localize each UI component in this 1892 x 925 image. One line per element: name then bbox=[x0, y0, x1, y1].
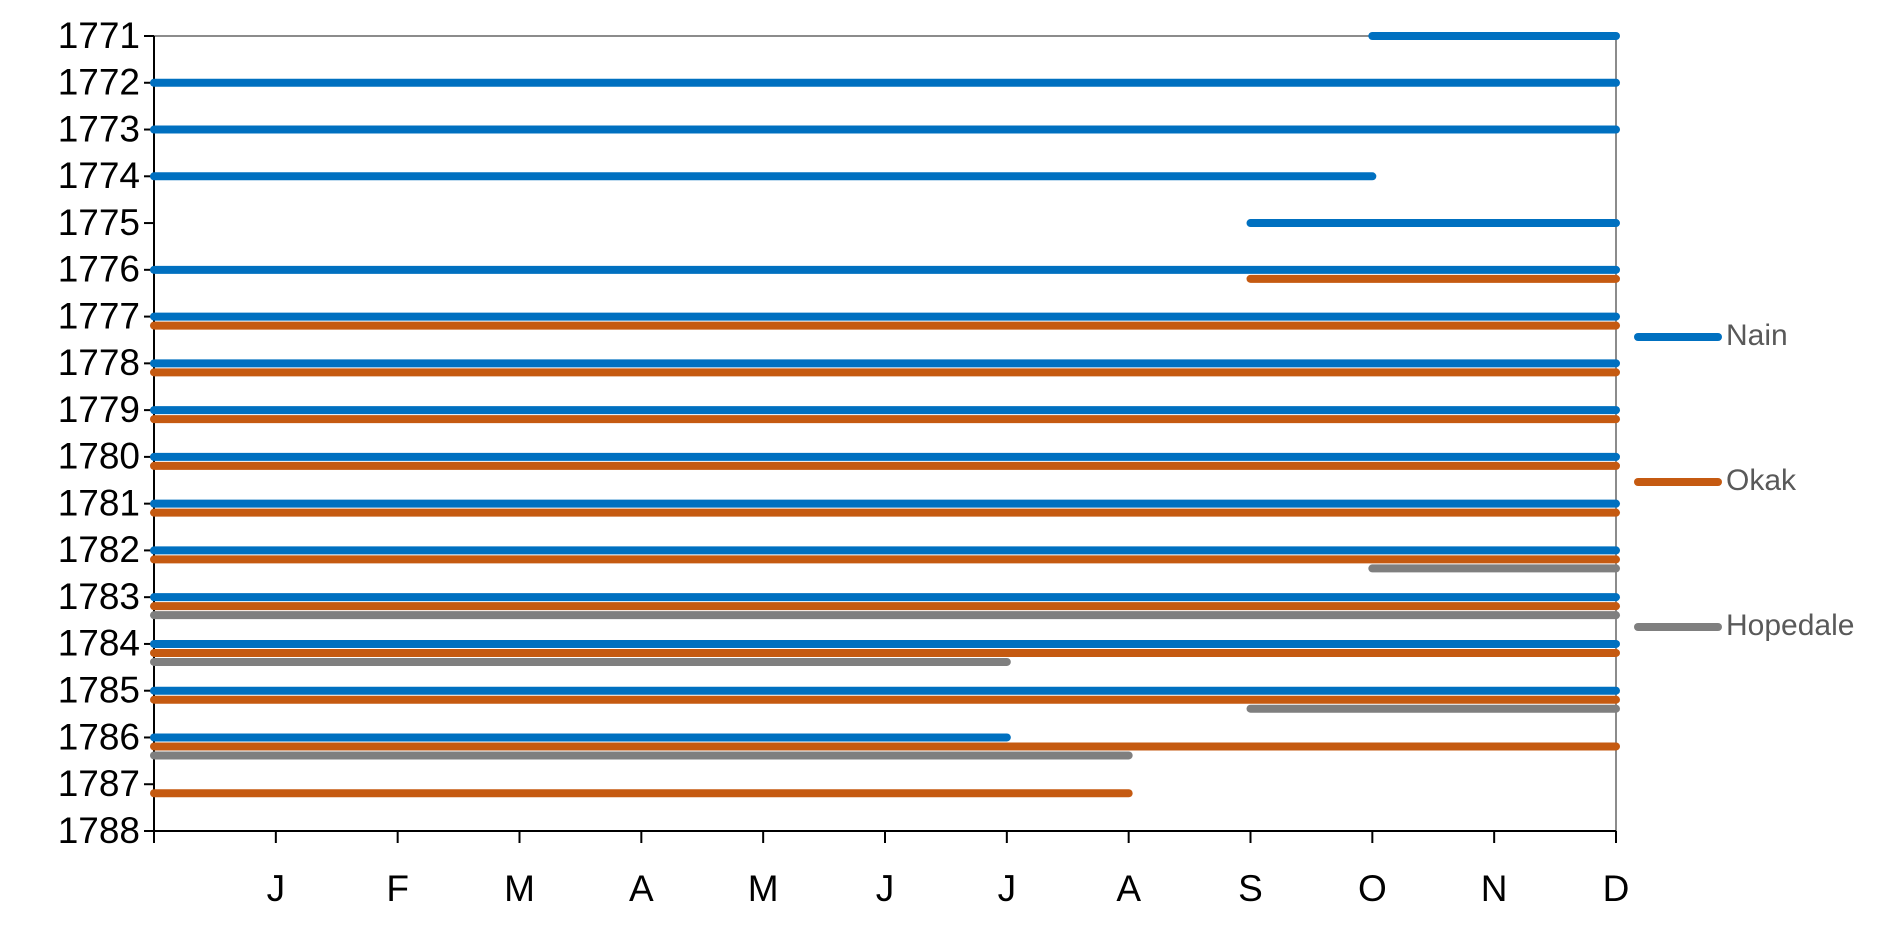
x-tick-label: J bbox=[267, 868, 286, 909]
y-tick-label: 1775 bbox=[58, 202, 140, 243]
y-tick-label: 1784 bbox=[58, 623, 140, 664]
y-tick-label: 1778 bbox=[58, 342, 140, 383]
y-tick-label: 1780 bbox=[58, 436, 140, 477]
y-tick-label: 1783 bbox=[58, 576, 140, 617]
y-tick-label: 1787 bbox=[58, 763, 140, 804]
y-tick-label: 1771 bbox=[58, 15, 140, 56]
y-tick-label: 1782 bbox=[58, 529, 140, 570]
legend-label: Okak bbox=[1726, 464, 1797, 497]
x-tick-label: M bbox=[504, 868, 535, 909]
y-tick-label: 1788 bbox=[58, 810, 140, 851]
y-tick-label: 1773 bbox=[58, 108, 140, 149]
x-tick-label: J bbox=[876, 868, 895, 909]
x-tick-label: F bbox=[386, 868, 409, 909]
legend-label: Hopedale bbox=[1726, 609, 1854, 642]
x-tick-label: A bbox=[629, 868, 654, 909]
x-tick-label: D bbox=[1603, 868, 1630, 909]
y-tick-label: 1779 bbox=[58, 389, 140, 430]
y-tick-label: 1777 bbox=[58, 295, 140, 336]
x-tick-label: O bbox=[1358, 868, 1387, 909]
y-tick-label: 1785 bbox=[58, 669, 140, 710]
x-tick-label: N bbox=[1481, 868, 1508, 909]
x-tick-label: J bbox=[998, 868, 1017, 909]
y-tick-label: 1786 bbox=[58, 716, 140, 757]
y-tick-label: 1772 bbox=[58, 62, 140, 103]
y-tick-label: 1781 bbox=[58, 482, 140, 523]
y-tick-label: 1776 bbox=[58, 249, 140, 290]
legend-label: Nain bbox=[1726, 319, 1788, 352]
x-tick-label: M bbox=[748, 868, 779, 909]
x-tick-label: A bbox=[1116, 868, 1141, 909]
y-tick-label: 1774 bbox=[58, 155, 140, 196]
x-tick-label: S bbox=[1238, 868, 1263, 909]
